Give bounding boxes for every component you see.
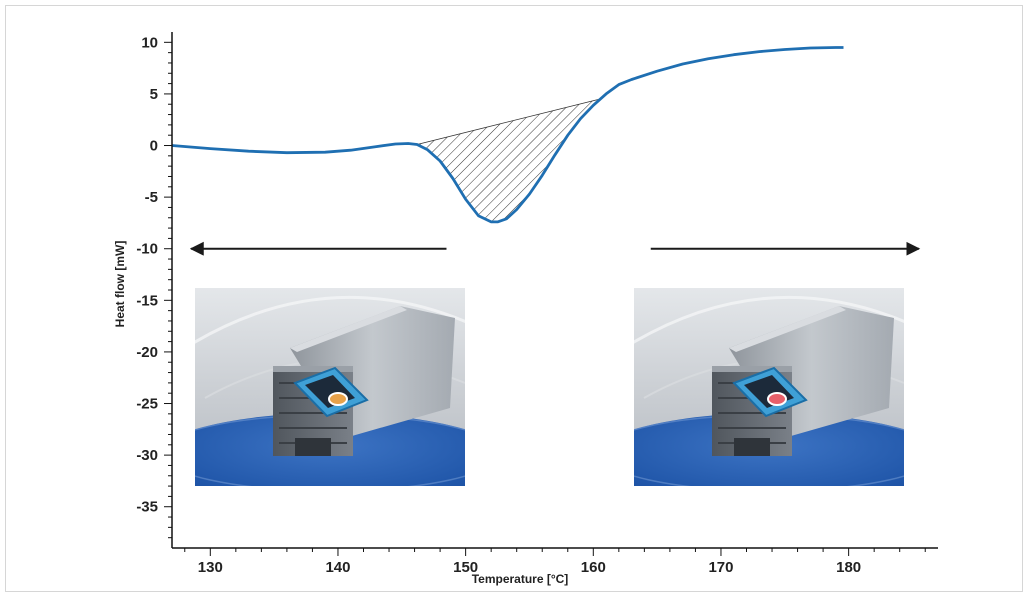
x-tick-label: 150 — [453, 559, 478, 576]
x-tick-label: 140 — [325, 559, 350, 576]
x-axis-title: Temperature [°C] — [472, 572, 569, 586]
x-tick-label: 180 — [836, 559, 861, 576]
peak-area-hatched — [415, 98, 602, 223]
y-tick-label: -5 — [145, 189, 158, 206]
y-tick-label: -20 — [136, 344, 158, 361]
y-tick-label: -30 — [136, 447, 158, 464]
heat-flow-curve — [171, 46, 844, 224]
y-tick-label: 0 — [150, 138, 158, 155]
x-tick-label: 130 — [198, 559, 223, 576]
y-tick-label: -35 — [136, 499, 158, 516]
x-tick-label: 170 — [708, 559, 733, 576]
sample-photo-after — [634, 288, 904, 486]
y-tick-label: -10 — [136, 241, 158, 258]
y-tick-label: -25 — [136, 396, 158, 413]
y-tick-label: -15 — [136, 292, 158, 309]
y-axis-title: Heat flow [mW] — [113, 241, 127, 328]
y-tick-label: 10 — [141, 34, 158, 51]
x-tick-label: 160 — [581, 559, 606, 576]
sample-photo-before — [195, 288, 465, 486]
sample-dish — [328, 392, 348, 406]
y-tick-label: 5 — [150, 86, 158, 103]
sample-dish — [767, 392, 787, 406]
